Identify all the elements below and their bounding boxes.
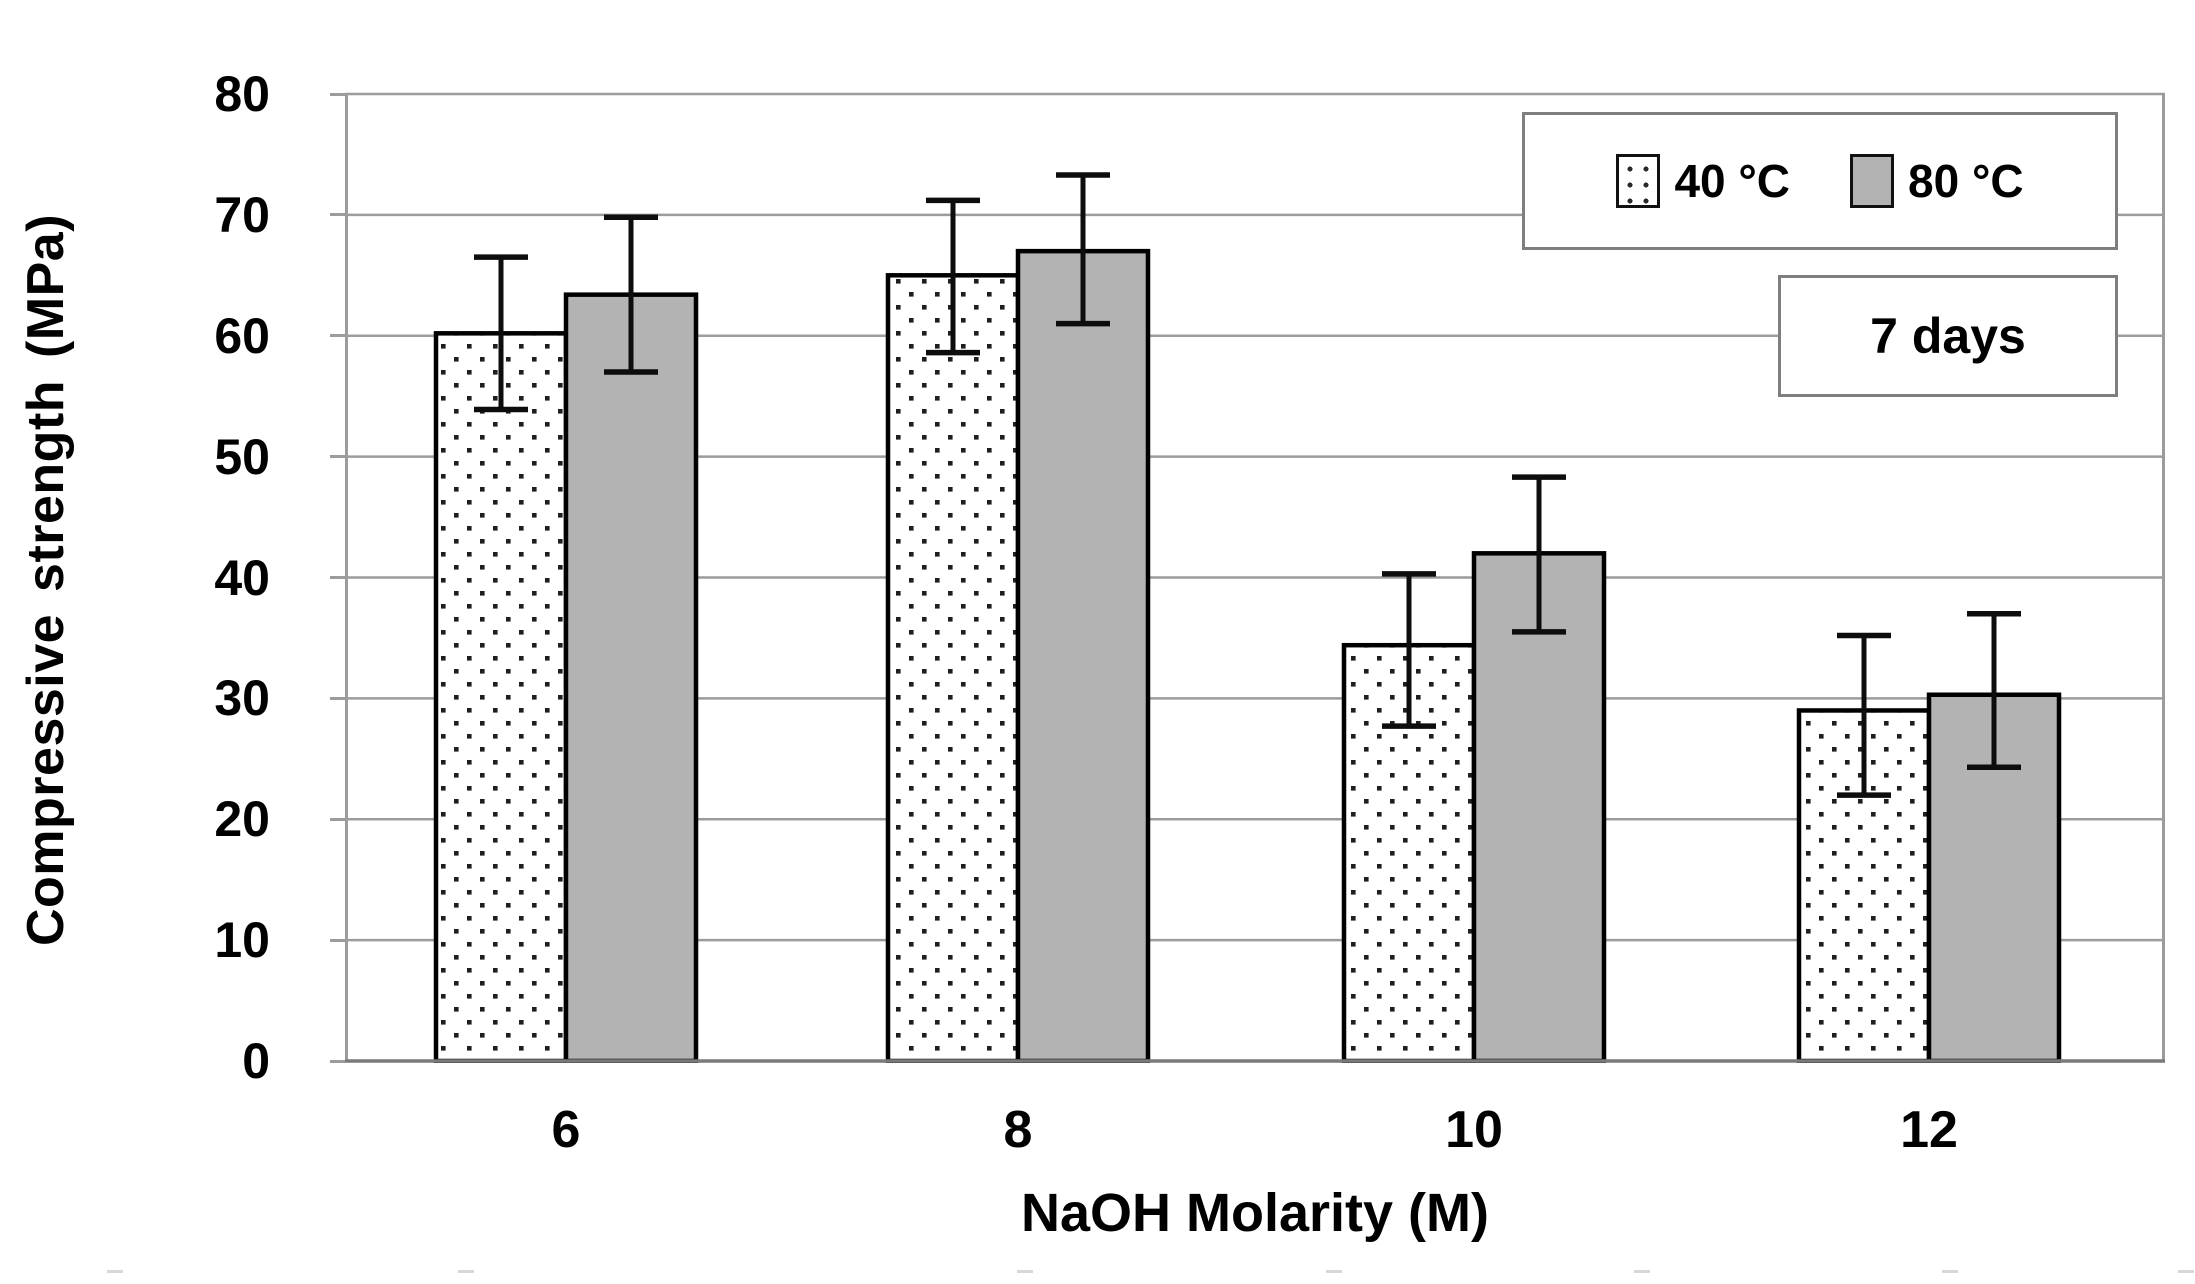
bottom-edge-artifact-5 (1942, 1270, 1958, 1273)
x-tick-label-6: 6 (551, 1101, 581, 1159)
bottom-edge-artifact-6 (2178, 1270, 2194, 1273)
y-tick-mark-20 (330, 817, 345, 821)
y-tick-label-40: 40 (214, 549, 270, 606)
x-tick-label-8: 8 (1003, 1101, 1033, 1159)
y-tick-label-20: 20 (214, 791, 270, 848)
bar-80c-10m (1471, 551, 1607, 1063)
legend-item-80c: 80 °C (1850, 154, 2024, 208)
error-bar-40c-6m (474, 254, 528, 413)
bottom-edge-artifact-0 (107, 1270, 123, 1273)
error-bar-80c-10m (1512, 474, 1566, 635)
annotation-7days-box: 7 days (1778, 275, 2118, 397)
y-tick-mark-70 (330, 213, 345, 217)
bottom-edge-artifact-3 (1326, 1270, 1342, 1273)
y-tick-label-70: 70 (214, 186, 270, 243)
annotation-7days-label: 7 days (1870, 308, 2026, 364)
bar-80c-6m (563, 292, 699, 1063)
legend: 40 °C 80 °C (1522, 112, 2118, 250)
x-tick-label-12: 12 (1900, 1101, 1958, 1159)
bar-40c-8m (885, 273, 1021, 1063)
error-bar-80c-6m (604, 214, 658, 375)
error-bar-80c-8m (1056, 172, 1110, 327)
x-axis-title: NaOH Molarity (M) (1020, 1183, 1490, 1243)
y-tick-mark-10 (330, 938, 345, 942)
y-tick-label-10: 10 (214, 912, 270, 969)
legend-swatch-80c-icon (1850, 154, 1894, 208)
plot-area (345, 92, 2165, 1063)
error-bar-40c-8m (926, 197, 980, 356)
error-bar-80c-12m (1967, 611, 2021, 771)
y-tick-label-0: 0 (242, 1033, 270, 1089)
y-tick-label-30: 30 (214, 670, 270, 727)
legend-label-40c: 40 °C (1674, 155, 1790, 207)
bar-80c-8m (1015, 248, 1151, 1063)
y-tick-mark-40 (330, 576, 345, 579)
y-tick-mark-30 (330, 696, 345, 700)
error-bar-40c-10m (1382, 571, 1436, 729)
bottom-edge-artifact-2 (1017, 1270, 1033, 1273)
y-tick-mark-50 (330, 455, 345, 459)
y-tick-label-60: 60 (214, 307, 270, 364)
y-tick-label-80: 80 (214, 66, 270, 122)
error-bar-40c-12m (1837, 632, 1891, 798)
x-tick-label-10: 10 (1445, 1101, 1503, 1159)
legend-label-80c: 80 °C (1908, 155, 2024, 207)
y-tick-mark-60 (330, 334, 345, 338)
y-tick-mark-0 (330, 1059, 345, 1063)
legend-item-40c: 40 °C (1616, 154, 1790, 208)
y-tick-label-50: 50 (214, 428, 270, 485)
bar-40c-6m (433, 331, 569, 1063)
bottom-edge-artifact-1 (458, 1270, 474, 1273)
bottom-edge-artifact-4 (1634, 1270, 1650, 1273)
legend-swatch-40c-icon (1616, 154, 1661, 208)
y-tick-mark-80 (330, 92, 345, 96)
